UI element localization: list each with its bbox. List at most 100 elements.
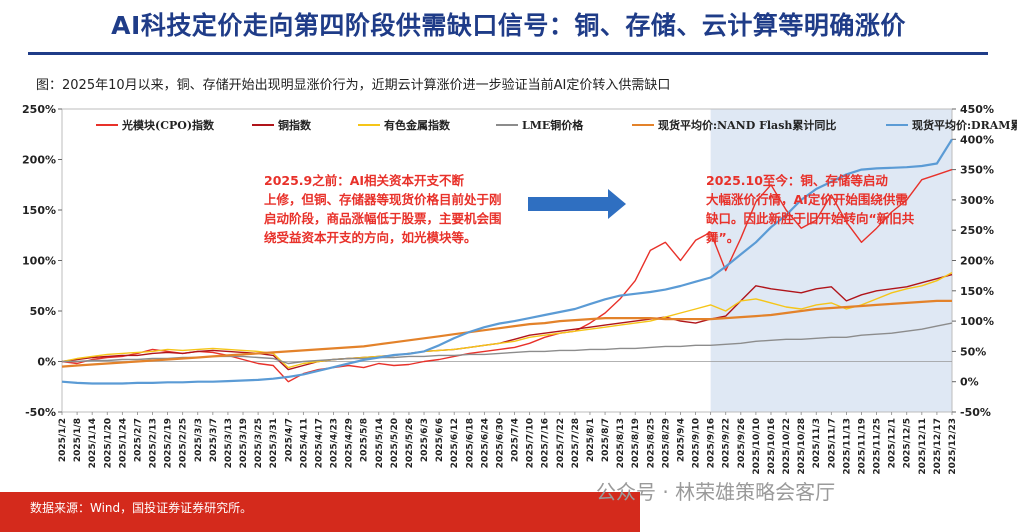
x-tick-label: 2025/8/19 xyxy=(631,418,641,468)
right-tick-label: 450% xyxy=(960,103,994,116)
x-tick-label: 2025/1/24 xyxy=(118,418,128,468)
x-tick-label: 2025/8/13 xyxy=(616,418,626,468)
series-line-5 xyxy=(61,138,953,385)
left-tick-label: -50% xyxy=(25,406,56,419)
right-tick-label: 0% xyxy=(960,376,979,389)
x-tick-label: 2025/8/25 xyxy=(646,418,656,468)
legend-label: 光模块(CPO)指数 xyxy=(121,118,215,132)
x-tick-label: 2025/2/7 xyxy=(133,418,143,462)
x-tick-label: 2025/4/23 xyxy=(330,418,340,468)
x-tick-label: 2025/3/3 xyxy=(194,418,204,462)
x-tick-label: 2025/6/24 xyxy=(480,418,490,468)
x-tick-label: 2025/8/7 xyxy=(601,418,611,462)
right-tick-label: 50% xyxy=(960,345,986,358)
x-tick-label: 2025/9/4 xyxy=(676,418,686,462)
x-tick-label: 2025/1/2 xyxy=(58,418,68,462)
x-tick-label: 2025/9/22 xyxy=(722,418,732,468)
x-tick-label: 2025/10/28 xyxy=(797,418,807,475)
x-tick-label: 2025/4/29 xyxy=(345,418,355,468)
x-tick-label: 2025/11/13 xyxy=(842,418,852,475)
x-tick-label: 2025/4/7 xyxy=(284,418,294,462)
series-line-2 xyxy=(61,271,953,369)
right-tick-label: 250% xyxy=(960,224,994,237)
x-tick-label: 2025/9/10 xyxy=(692,418,702,468)
x-tick-label: 2025/2/13 xyxy=(149,418,159,468)
x-tick-label: 2025/6/12 xyxy=(450,418,460,468)
x-tick-label: 2025/11/3 xyxy=(812,418,822,468)
right-tick-label: 400% xyxy=(960,133,994,146)
x-tick-label: 2025/5/14 xyxy=(375,418,385,468)
legend-label: 有色金属指数 xyxy=(384,118,451,132)
x-tick-label: 2025/11/7 xyxy=(827,418,837,468)
arrow-body xyxy=(528,197,608,211)
arrow-head xyxy=(608,189,626,219)
legend-label: 现货平均价:NAND Flash累计同比 xyxy=(658,118,836,132)
left-tick-label: 150% xyxy=(22,204,56,217)
left-tick-label: 0% xyxy=(37,356,56,369)
x-tick-label: 2025/12/5 xyxy=(903,418,913,468)
x-tick-label: 2025/10/10 xyxy=(752,418,762,475)
x-tick-label: 2025/3/7 xyxy=(209,418,219,462)
x-tick-label: 2025/6/6 xyxy=(435,418,445,462)
shaded-period xyxy=(710,109,952,412)
legend-label: LME铜价格 xyxy=(522,118,584,132)
title-rule xyxy=(28,52,988,55)
annotation-post-oct: 2025.10至今：铜、存储等启动大幅涨价行情，AI定价开始围绕供需缺口。因此新… xyxy=(705,173,915,245)
right-tick-label: 100% xyxy=(960,315,994,328)
x-tick-label: 2025/7/4 xyxy=(511,418,521,462)
legend-label: 铜指数 xyxy=(277,118,312,132)
x-tick-label: 2025/3/31 xyxy=(269,418,279,468)
x-tick-label: 2025/8/1 xyxy=(586,418,596,462)
x-tick-label: 2025/12/17 xyxy=(933,418,943,475)
x-tick-label: 2025/8/29 xyxy=(661,418,671,468)
x-tick-label: 2025/2/19 xyxy=(164,418,174,468)
x-tick-label: 2025/3/19 xyxy=(239,418,249,468)
left-tick-label: 50% xyxy=(30,305,56,318)
x-tick-label: 2025/6/3 xyxy=(420,418,430,462)
x-tick-label: 2025/1/8 xyxy=(73,418,83,462)
x-tick-label: 2025/11/25 xyxy=(873,418,883,475)
x-tick-label: 2025/5/8 xyxy=(360,418,370,462)
page-title: AI科技定价走向第四阶段供需缺口信号：铜、存储、云计算等明确涨价 xyxy=(111,11,906,40)
x-tick-label: 2025/12/1 xyxy=(888,418,898,468)
x-tick-label: 2025/11/19 xyxy=(857,418,867,475)
x-tick-label: 2025/12/23 xyxy=(948,418,958,475)
figure-caption: 图：2025年10月以来，铜、存储开始出现明显涨价行为，近期云计算涨价进一步验证… xyxy=(36,78,671,93)
x-tick-label: 2025/3/25 xyxy=(254,418,264,468)
x-tick-label: 2025/10/16 xyxy=(767,418,777,475)
x-tick-label: 2025/4/17 xyxy=(314,418,324,468)
x-tick-label: 2025/12/11 xyxy=(918,418,928,475)
x-tick-label: 2025/6/18 xyxy=(465,418,475,468)
series-line-0 xyxy=(61,168,953,383)
footer-bar xyxy=(0,492,640,532)
x-tick-label: 2025/9/16 xyxy=(707,418,717,468)
legend-label: 现货平均价:DRAM累计同比（右轴） xyxy=(912,118,1017,132)
annotation-pre-sep: 2025.9之前：AI相关资本开支不断上修，但铜、存储器等现货价格目前处于刚启动… xyxy=(264,173,502,245)
watermark-text: 公众号 · 林荣雄策略会客厅 xyxy=(596,480,836,504)
x-tick-label: 2025/7/28 xyxy=(571,418,581,468)
x-tick-label: 2025/1/14 xyxy=(88,418,98,468)
x-tick-label: 2025/3/13 xyxy=(224,418,234,468)
x-tick-label: 2025/4/11 xyxy=(299,418,309,468)
x-tick-label: 2025/10/22 xyxy=(782,418,792,475)
x-tick-label: 2025/7/22 xyxy=(556,418,566,468)
right-tick-label: 300% xyxy=(960,194,994,207)
x-tick-label: 2025/5/26 xyxy=(405,418,415,468)
x-tick-label: 2025/9/26 xyxy=(737,418,747,468)
x-tick-label: 2025/6/30 xyxy=(495,418,505,468)
left-tick-label: 100% xyxy=(22,255,56,268)
series-line-4 xyxy=(61,299,952,368)
x-tick-label: 2025/7/16 xyxy=(541,418,551,468)
right-tick-label: 350% xyxy=(960,164,994,177)
left-tick-label: 250% xyxy=(22,103,56,116)
x-tick-label: 2025/7/10 xyxy=(526,418,536,468)
series-line-1 xyxy=(61,273,953,371)
left-tick-label: 200% xyxy=(22,154,56,167)
right-tick-label: 200% xyxy=(960,255,994,268)
right-tick-label: 150% xyxy=(960,285,994,298)
right-tick-label: -50% xyxy=(960,406,991,419)
x-tick-label: 2025/2/25 xyxy=(179,418,189,468)
x-tick-label: 2025/5/20 xyxy=(390,418,400,468)
data-source: 数据来源：Wind，国投证券证券研究所。 xyxy=(30,501,253,515)
